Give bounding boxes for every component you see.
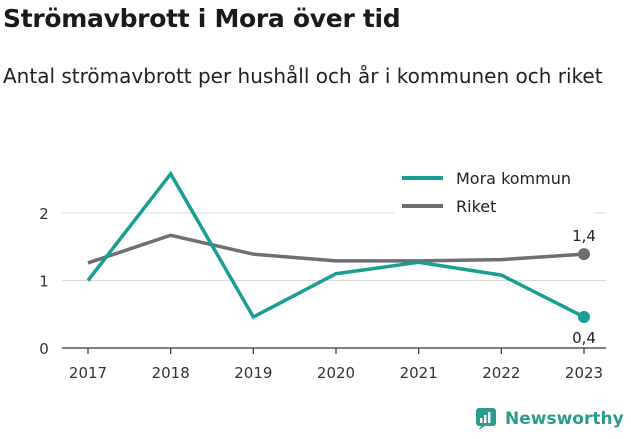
x-tick-label: 2020: [317, 364, 355, 382]
x-tick-label: 2022: [482, 364, 520, 382]
y-tick-label: 0: [39, 340, 49, 358]
chart-title: Strömavbrott i Mora över tid: [3, 4, 401, 33]
series-end-marker: [578, 248, 590, 261]
y-tick-label: 2: [39, 205, 49, 223]
end-value-label: 0,4: [572, 329, 596, 347]
newsworthy-logo-icon: [476, 408, 496, 430]
axes: 0 1 2 2017 2018 2019 2020 2021 2022 2023: [39, 205, 606, 382]
brand-name: Newsworthy: [505, 409, 624, 429]
end-value-label: 1,4: [572, 227, 596, 245]
gridlines: [62, 212, 606, 281]
y-tick-label: 1: [39, 273, 49, 291]
series-line-0: [86, 170, 585, 320]
chart-subtitle: Antal strömavbrott per hushåll och år i …: [3, 64, 603, 88]
legend-label: Mora kommun: [456, 169, 571, 188]
series: [86, 170, 590, 323]
x-tick-label: 2019: [234, 364, 272, 382]
legend-label: Riket: [456, 197, 496, 216]
legend: Mora kommun Riket: [394, 162, 594, 216]
x-tick-label: 2018: [152, 364, 190, 382]
data-labels: 0,4 1,4: [572, 227, 596, 347]
x-tick-label: 2021: [400, 364, 438, 382]
x-tick-label: 2017: [69, 364, 107, 382]
series-end-marker: [578, 310, 590, 323]
brand[interactable]: Newsworthy: [475, 407, 624, 431]
x-tick-label: 2023: [565, 364, 603, 382]
series-line-1: [87, 233, 585, 265]
